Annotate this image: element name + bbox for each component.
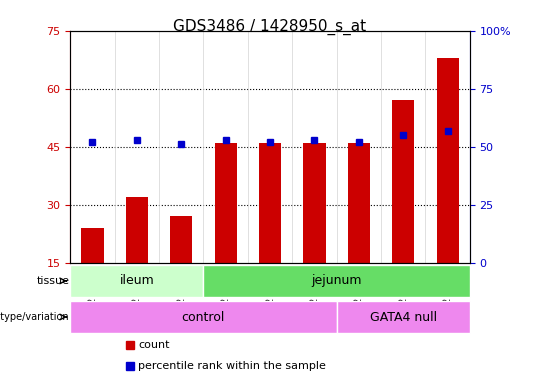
Bar [436,58,458,263]
Bar [170,217,192,263]
FancyBboxPatch shape [70,265,204,297]
Text: percentile rank within the sample: percentile rank within the sample [138,361,326,371]
Bar [126,197,148,263]
Text: control: control [182,311,225,323]
Bar [303,143,326,263]
Bar [392,100,414,263]
Text: GATA4 null: GATA4 null [370,311,437,323]
FancyBboxPatch shape [70,301,336,333]
Text: genotype/variation: genotype/variation [0,312,69,322]
Text: count: count [138,340,170,350]
Text: tissue: tissue [36,276,69,286]
FancyBboxPatch shape [204,265,470,297]
FancyBboxPatch shape [336,301,470,333]
Bar [214,143,237,263]
Bar [259,143,281,263]
Text: jejunum: jejunum [312,275,362,287]
Text: GDS3486 / 1428950_s_at: GDS3486 / 1428950_s_at [173,19,367,35]
Bar [348,143,370,263]
Text: ileum: ileum [119,275,154,287]
Bar [82,228,104,263]
